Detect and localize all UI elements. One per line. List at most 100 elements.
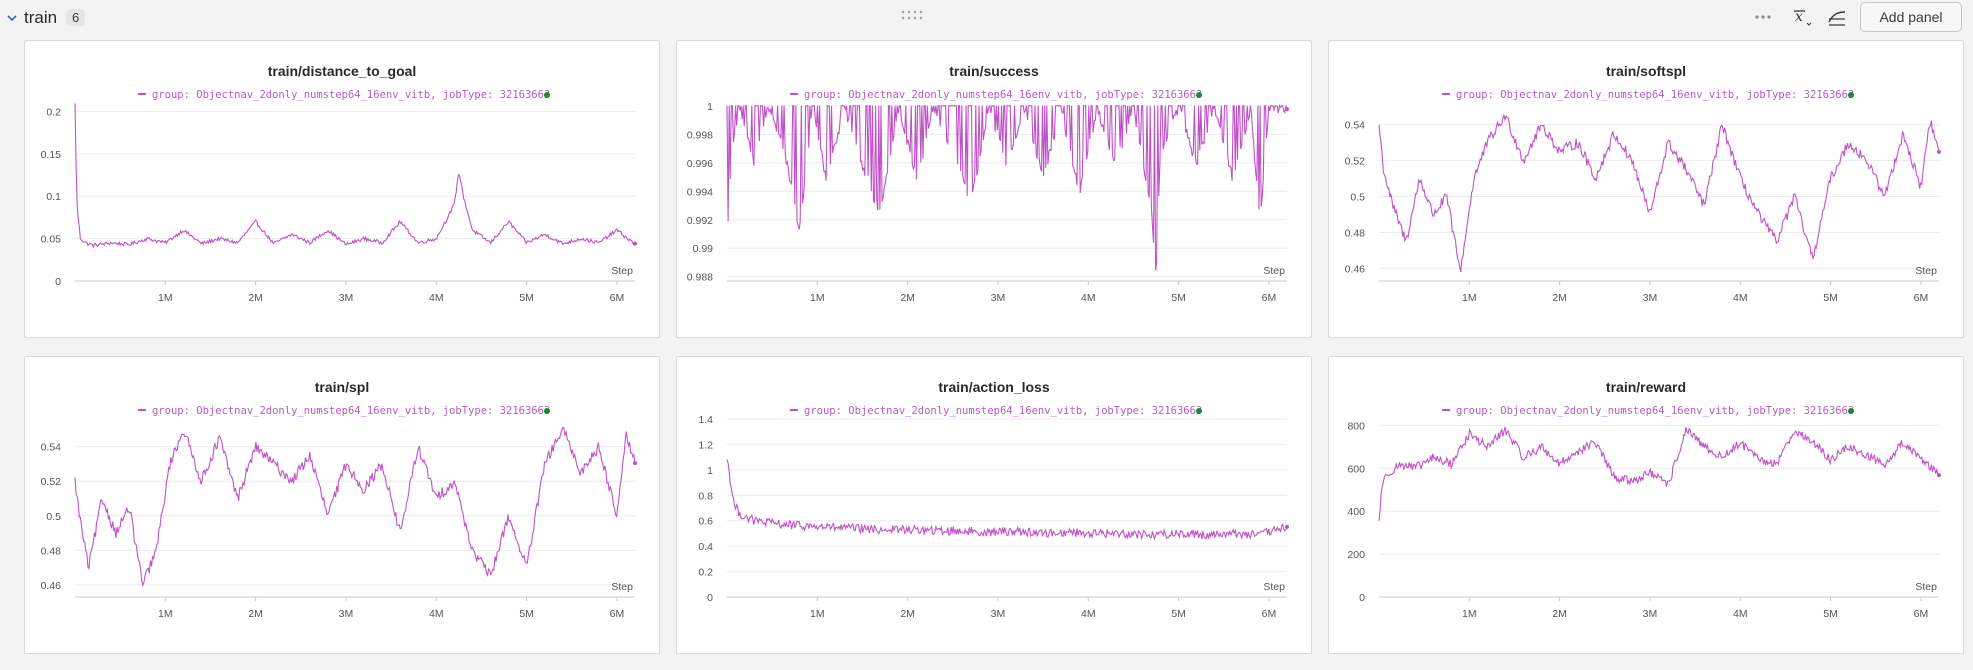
y-tick-label: 0.8 [698,490,713,502]
y-tick-label: 0.992 [687,215,713,227]
status-dot [1848,408,1854,414]
legend-label: group: Objectnav_2donly_numstep64_16env_… [152,89,550,101]
legend[interactable]: group: Objectnav_2donly_numstep64_16env_… [790,405,1202,417]
panel-title: train/success [949,63,1039,79]
status-dot [544,408,550,414]
smoothing-icon[interactable] [1826,6,1848,28]
series-end-point [1937,473,1941,478]
series-line[interactable] [1378,426,1940,522]
series-line[interactable] [74,426,636,587]
legend[interactable]: group: Objectnav_2donly_numstep64_16env_… [138,89,550,101]
chart-svg: train/reward group: Objectnav_2donly_nums… [1347,379,1941,620]
y-tick-label: 0 [707,592,713,604]
more-options-icon[interactable] [1752,8,1774,26]
chart-svg: train/success group: Objectnav_2donly_num… [687,63,1289,304]
y-tick-label: 0.48 [41,545,62,557]
x-axis-label: Step [1915,581,1937,593]
y-tick-label: 600 [1347,463,1365,475]
add-panel-button[interactable]: Add panel [1860,2,1962,32]
x-axis-label: Step [1915,265,1937,277]
x-tick-label: 2M [248,608,263,620]
y-tick-label: 0.48 [1345,227,1366,239]
x-tick-label: 3M [1643,292,1658,304]
y-tick-label: 0.1 [46,191,61,203]
legend[interactable]: group: Objectnav_2donly_numstep64_16env_… [138,405,550,417]
panel-spl[interactable]: train/spl group: Objectnav_2donly_numstep… [24,356,660,654]
section-title[interactable]: train [24,8,58,27]
panel-success[interactable]: train/success group: Objectnav_2donly_num… [676,40,1312,338]
panel-distance-to-goal[interactable]: train/distance_to_goal group: Objectnav_2… [24,40,660,338]
chevron-down-icon[interactable] [6,12,18,24]
panel-title: train/action_loss [938,379,1049,395]
x-tick-label: 3M [991,608,1006,620]
legend[interactable]: group: Objectnav_2donly_numstep64_16env_… [790,89,1202,101]
x-tick-label: 1M [1462,292,1477,304]
x-axis-label: Step [1263,265,1285,277]
panel-title: train/reward [1606,379,1686,395]
series-end-point [633,461,637,466]
x-tick-label: 6M [610,608,625,620]
y-tick-label: 0.15 [41,149,62,161]
y-tick-label: 0.52 [1345,156,1366,168]
x-tick-label: 6M [610,292,625,304]
y-tick-label: 0.988 [687,272,713,284]
x-tick-label: 3M [339,292,354,304]
legend[interactable]: group: Objectnav_2donly_numstep64_16env_… [1442,89,1854,101]
legend-label: group: Objectnav_2donly_numstep64_16env_… [1456,405,1854,417]
status-dot [1196,92,1202,98]
x-tick-label: 4M [1733,292,1748,304]
panel-title: train/distance_to_goal [268,63,417,79]
series-end-point [633,241,637,246]
x-axis-expression-icon[interactable]: x [1791,6,1813,28]
y-tick-label: 0 [1359,592,1365,604]
x-tick-label: 1M [1462,608,1477,620]
panel-reward[interactable]: train/reward group: Objectnav_2donly_nums… [1328,356,1964,654]
y-tick-label: 1.2 [698,439,713,451]
y-tick-label: 1.4 [698,414,713,426]
x-tick-label: 5M [519,292,534,304]
chart-svg: train/action_loss group: Objectnav_2donly… [698,379,1289,620]
x-tick-label: 1M [158,292,173,304]
panel-softspl[interactable]: train/softspl group: Objectnav_2donly_num… [1328,40,1964,338]
section-count-badge: 6 [66,9,86,26]
legend-label: group: Objectnav_2donly_numstep64_16env_… [1456,89,1854,101]
x-tick-label: 5M [1823,608,1838,620]
x-axis-label: Step [611,581,633,593]
y-tick-label: 0.46 [41,580,62,592]
x-tick-label: 2M [900,292,915,304]
x-tick-label: 3M [991,292,1006,304]
panel-action-loss[interactable]: train/action_loss group: Objectnav_2donly… [676,356,1312,654]
x-tick-label: 6M [1914,608,1929,620]
y-tick-label: 200 [1347,549,1365,561]
series-line[interactable] [74,103,636,249]
svg-text:x: x [1795,9,1803,25]
x-tick-label: 1M [810,292,825,304]
x-tick-label: 6M [1262,292,1277,304]
legend[interactable]: group: Objectnav_2donly_numstep64_16env_… [1442,405,1854,417]
x-tick-label: 3M [339,608,354,620]
y-tick-label: 0.998 [687,129,713,141]
series-end-point [1937,149,1941,154]
drag-handle-icon[interactable] [900,9,926,21]
y-tick-label: 0 [55,276,61,288]
legend-label: group: Objectnav_2donly_numstep64_16env_… [804,89,1202,101]
series-line[interactable] [726,104,1288,271]
x-tick-label: 5M [1171,608,1186,620]
x-tick-label: 1M [158,608,173,620]
y-tick-label: 0.994 [687,186,713,198]
section-header: train 6 x Add panel [0,0,1973,36]
series-line[interactable] [1378,114,1940,273]
x-axis-label: Step [1263,581,1285,593]
y-tick-label: 0.99 [693,243,714,255]
legend-label: group: Objectnav_2donly_numstep64_16env_… [152,405,550,417]
legend-label: group: Objectnav_2donly_numstep64_16env_… [804,405,1202,417]
x-axis-label: Step [611,265,633,277]
x-tick-label: 5M [1171,292,1186,304]
x-tick-label: 6M [1262,608,1277,620]
y-tick-label: 800 [1347,420,1365,432]
y-tick-label: 0.46 [1345,263,1366,275]
status-dot [1196,408,1202,414]
y-tick-label: 0.52 [41,476,62,488]
series-line[interactable] [726,459,1288,541]
y-tick-label: 0.5 [1350,191,1365,203]
